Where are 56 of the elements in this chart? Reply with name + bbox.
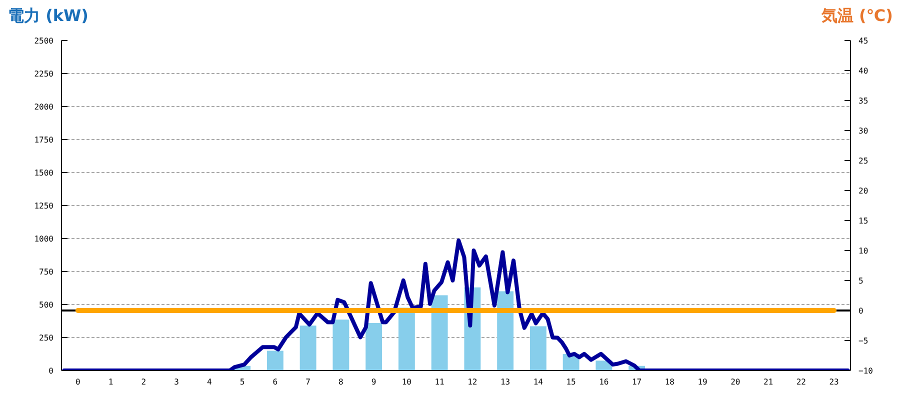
- bar: [366, 322, 382, 370]
- bar: [530, 326, 546, 370]
- x-tick-label: 6: [272, 378, 278, 386]
- y-tick-label: 2250: [34, 70, 54, 78]
- bar: [332, 320, 350, 370]
- x-tick-label: 3: [174, 378, 180, 386]
- bar: [497, 291, 514, 370]
- y-tick-label: 1500: [34, 168, 54, 178]
- y2-tick-label: 0: [858, 306, 864, 316]
- bar: [300, 326, 316, 370]
- y-tick-label: 250: [39, 334, 54, 342]
- x-tick-label: 20: [730, 378, 740, 386]
- x-tick-label: 19: [698, 378, 708, 386]
- y-tick-label: 1250: [34, 202, 54, 210]
- y2-axis-title: 気温 (℃): [821, 6, 893, 26]
- y2-tick-label: 20: [858, 186, 868, 196]
- y-tick-label: 1750: [34, 136, 54, 144]
- x-tick-label: 0: [76, 378, 81, 386]
- y2-tick-label: 15: [858, 216, 868, 226]
- x-tick-label: 11: [434, 378, 445, 386]
- x-tick-label: 4: [207, 378, 212, 386]
- y2-tick-label: 35: [858, 96, 868, 106]
- y2-tick-label: 30: [858, 126, 868, 136]
- x-tick-label: 23: [829, 378, 840, 386]
- y-tick-label: 2000: [34, 102, 54, 112]
- x-tick-label: 16: [599, 378, 609, 386]
- y-tick-label: 750: [39, 268, 54, 276]
- x-tick-label: 15: [566, 378, 576, 386]
- y-axis-title: 電力 (kW): [8, 6, 88, 26]
- x-tick-label: 18: [664, 378, 675, 386]
- x-tick-label: 22: [796, 378, 806, 386]
- y2-tick-label: 25: [858, 156, 868, 166]
- x-tick-label: 5: [240, 378, 245, 386]
- y2-tick-label: 40: [858, 66, 868, 76]
- y-tick-label: 500: [39, 300, 54, 310]
- y-tick-label: 2500: [34, 36, 54, 46]
- x-tick-label: 10: [402, 378, 412, 386]
- x-tick-label: 1: [108, 378, 114, 386]
- x-tick-label: 8: [338, 378, 344, 386]
- x-tick-label: 9: [371, 378, 376, 386]
- y-tick-label: 0: [48, 366, 54, 376]
- bar: [431, 295, 448, 370]
- y2-tick-label: 10: [858, 246, 868, 256]
- x-tick-label: 12: [468, 378, 478, 386]
- y2-tick-label: −5: [858, 336, 868, 346]
- x-tick-label: 17: [632, 378, 642, 386]
- y-tick-label: 1000: [34, 234, 54, 244]
- x-tick-label: 7: [306, 378, 311, 386]
- x-tick-label: 13: [500, 378, 510, 386]
- x-tick-label: 14: [533, 378, 544, 386]
- y2-tick-label: 45: [858, 36, 868, 46]
- y2-tick-label: 5: [858, 276, 864, 286]
- bar: [266, 350, 284, 370]
- y2-tick-label: −10: [858, 366, 874, 376]
- x-tick-label: 21: [763, 378, 774, 386]
- x-tick-label: 2: [141, 378, 146, 386]
